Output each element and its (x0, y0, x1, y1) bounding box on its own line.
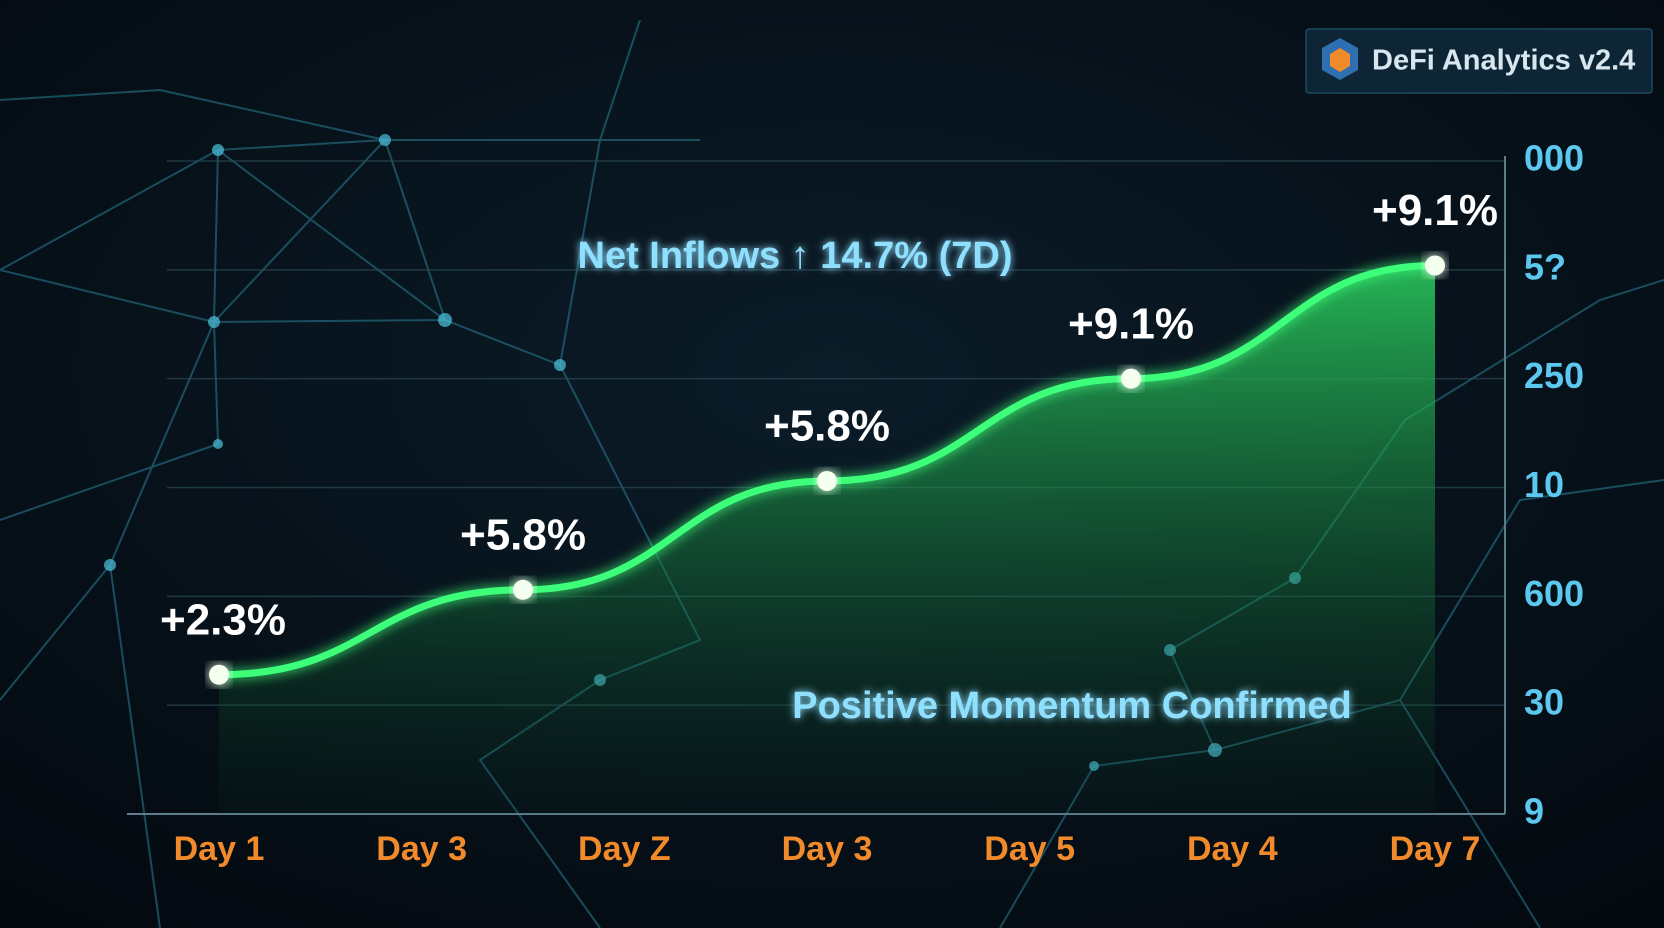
x-tick-label: Day 3 (376, 830, 467, 868)
point (1121, 368, 1141, 389)
x-tick-label: Day 3 (782, 830, 873, 868)
x-tick-label: Day 7 (1390, 830, 1481, 868)
point-label: +5.8% (764, 402, 890, 451)
point (209, 664, 229, 685)
area (219, 265, 1435, 815)
point (1425, 255, 1445, 276)
point-label: +9.1% (1068, 299, 1194, 348)
y-tick-label: 10 (1524, 464, 1564, 505)
x-tick-label: Day 1 (174, 830, 265, 868)
y-tick-label: 9 (1524, 791, 1544, 832)
badge (1305, 28, 1653, 94)
point (513, 579, 533, 600)
y-tick-label: 5? (1524, 246, 1566, 287)
x-tick-label: Day 4 (1187, 830, 1278, 868)
badge-text: DeFi Analytics v2.4 (1372, 45, 1635, 77)
annotation: Positive Momentum Confirmed (792, 685, 1352, 727)
annotation: Net Inflows ↑ 14.7% (7D) (578, 235, 1013, 277)
point (817, 470, 837, 491)
point-label: +2.3% (160, 595, 286, 644)
y-tick-label: 600 (1524, 573, 1584, 614)
x-tick-label: Day 5 (984, 830, 1075, 868)
x-tick-label: Day Z (578, 830, 671, 868)
y-tick-label: 30 (1524, 682, 1564, 723)
point-label: +9.1% (1372, 186, 1498, 235)
y-tick-label: 000 (1524, 138, 1584, 179)
badge-logo (1322, 38, 1358, 80)
y-tick-label: 250 (1524, 355, 1584, 396)
point-label: +5.8% (460, 510, 586, 559)
